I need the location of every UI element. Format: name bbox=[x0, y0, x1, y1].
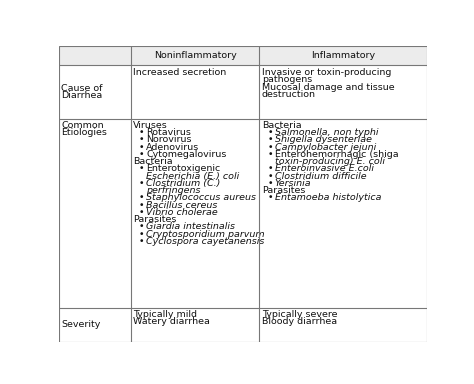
Bar bbox=[59, 46, 427, 65]
Text: •: • bbox=[139, 193, 145, 202]
Text: •: • bbox=[139, 179, 145, 188]
Text: •: • bbox=[267, 172, 273, 180]
Text: •: • bbox=[139, 150, 145, 159]
Text: •: • bbox=[139, 230, 145, 238]
Text: Cause of: Cause of bbox=[62, 84, 103, 93]
Text: Parasites: Parasites bbox=[262, 186, 305, 195]
Text: Noninflammatory: Noninflammatory bbox=[154, 51, 237, 60]
Text: Rotavirus: Rotavirus bbox=[146, 128, 191, 137]
Text: •: • bbox=[267, 136, 273, 144]
Text: Enteroinvasive E.coli: Enteroinvasive E.coli bbox=[275, 164, 374, 173]
Text: •: • bbox=[139, 222, 145, 231]
Text: Cyclospora cayetanensis: Cyclospora cayetanensis bbox=[146, 237, 264, 246]
Text: destruction: destruction bbox=[262, 90, 316, 99]
Text: Yersinia: Yersinia bbox=[275, 179, 311, 188]
Text: •: • bbox=[139, 136, 145, 144]
Text: Cryptosporidium parvum: Cryptosporidium parvum bbox=[146, 230, 265, 238]
Text: •: • bbox=[267, 193, 273, 202]
Text: Cytomegalovirus: Cytomegalovirus bbox=[146, 150, 227, 159]
Text: Etiologies: Etiologies bbox=[62, 128, 107, 137]
Text: •: • bbox=[139, 142, 145, 152]
Text: Inflammatory: Inflammatory bbox=[311, 51, 375, 60]
Text: Norovirus: Norovirus bbox=[146, 136, 192, 144]
Text: Common: Common bbox=[62, 121, 104, 130]
Text: Clostridium difficile: Clostridium difficile bbox=[275, 172, 366, 180]
Text: toxin-producing) E. coli: toxin-producing) E. coli bbox=[275, 157, 385, 166]
Text: Mucosal damage and tissue: Mucosal damage and tissue bbox=[262, 83, 394, 92]
Text: Increased secretion: Increased secretion bbox=[133, 68, 227, 77]
Text: perfringens: perfringens bbox=[146, 186, 201, 195]
Text: Adenovirus: Adenovirus bbox=[146, 142, 200, 152]
Text: Vibrio cholerae: Vibrio cholerae bbox=[146, 208, 218, 217]
Text: Campylobacter jejuni: Campylobacter jejuni bbox=[275, 142, 376, 152]
Text: •: • bbox=[267, 150, 273, 159]
Text: Parasites: Parasites bbox=[133, 215, 176, 224]
Text: Shigella dysenteriae: Shigella dysenteriae bbox=[275, 136, 372, 144]
Text: Enterotoxigenic: Enterotoxigenic bbox=[146, 164, 220, 173]
Text: Giardia intestinalis: Giardia intestinalis bbox=[146, 222, 235, 231]
Text: •: • bbox=[267, 164, 273, 173]
Text: pathogens: pathogens bbox=[262, 75, 312, 84]
Text: •: • bbox=[139, 200, 145, 210]
Text: •: • bbox=[267, 142, 273, 152]
Text: Escherichia (E.) coli: Escherichia (E.) coli bbox=[146, 172, 239, 180]
Text: Entamoeba histolytica: Entamoeba histolytica bbox=[275, 193, 382, 202]
Text: Typically severe: Typically severe bbox=[262, 310, 337, 319]
Text: Typically mild: Typically mild bbox=[133, 310, 197, 319]
Text: Diarrhea: Diarrhea bbox=[62, 91, 103, 100]
Text: Bacteria: Bacteria bbox=[133, 157, 173, 166]
Text: Enterohemorrhagic (shiga: Enterohemorrhagic (shiga bbox=[275, 150, 399, 159]
Text: Bloody diarrhea: Bloody diarrhea bbox=[262, 317, 337, 326]
Text: •: • bbox=[139, 237, 145, 246]
Text: Invasive or toxin-producing: Invasive or toxin-producing bbox=[262, 68, 391, 77]
Text: Watery diarrhea: Watery diarrhea bbox=[133, 317, 210, 326]
Text: Clostridium (C.): Clostridium (C.) bbox=[146, 179, 221, 188]
Text: Staphylococcus aureus: Staphylococcus aureus bbox=[146, 193, 256, 202]
Text: Severity: Severity bbox=[62, 320, 101, 329]
Text: Bacillus cereus: Bacillus cereus bbox=[146, 200, 218, 210]
Text: Bacteria: Bacteria bbox=[262, 121, 301, 130]
Text: •: • bbox=[139, 164, 145, 173]
Text: •: • bbox=[139, 128, 145, 137]
Text: Viruses: Viruses bbox=[133, 121, 168, 130]
Text: Salmonella, non typhi: Salmonella, non typhi bbox=[275, 128, 378, 137]
Text: •: • bbox=[267, 179, 273, 188]
Text: •: • bbox=[267, 128, 273, 137]
Text: •: • bbox=[139, 208, 145, 217]
